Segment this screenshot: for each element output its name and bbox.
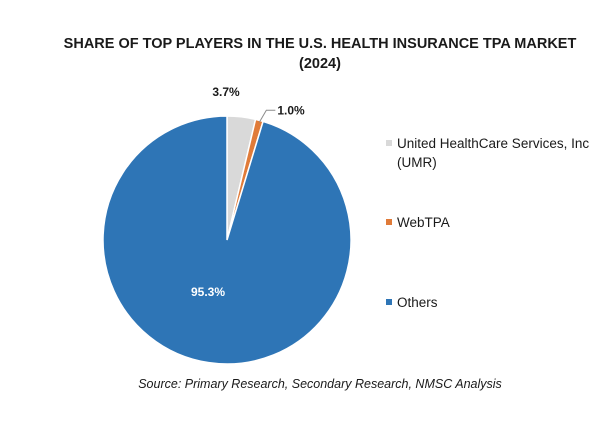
legend-item-umr: United HealthCare Services, Inc (UMR) [386,134,597,172]
leader-line-webtpa [258,109,276,123]
legend-label-others: Others [397,295,438,310]
data-label-umr: 3.7% [212,85,240,99]
data-label-webtpa: 1.0% [277,103,305,117]
source-note: Source: Primary Research, Secondary Rese… [138,377,502,391]
pie-slice-others [102,115,352,365]
legend-label-webtpa: WebTPA [397,215,450,230]
legend-item-others: Others [386,293,597,312]
data-label-others: 95.3% [191,285,225,299]
chart-title-line-1: SHARE OF TOP PLAYERS IN THE U.S. HEALTH … [63,36,577,52]
legend-item-webtpa: WebTPA [386,213,597,232]
legend-swatch-umr [386,140,392,146]
legend-label-umr: United HealthCare Services, Inc (UMR) [397,136,590,170]
legend-swatch-webtpa [386,219,392,225]
chart-title-line-2: (2024) [299,56,341,72]
legend-swatch-others [386,299,392,305]
